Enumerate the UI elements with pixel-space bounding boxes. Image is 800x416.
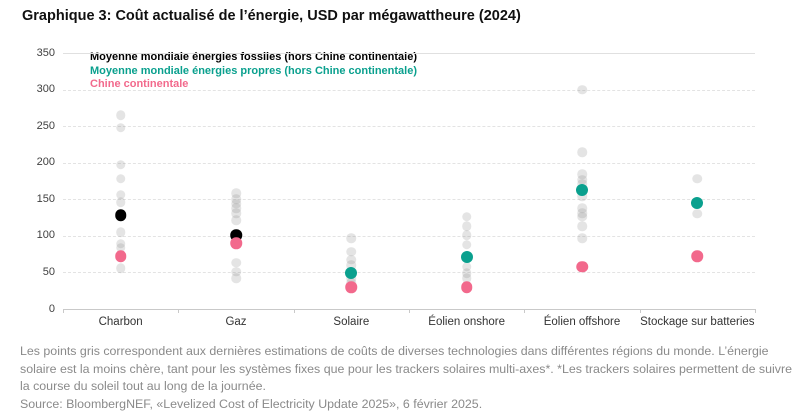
regional-estimate-dot bbox=[115, 190, 126, 200]
regional-estimate-dot bbox=[115, 174, 126, 184]
regional-estimate-dot bbox=[346, 255, 357, 265]
x-axis-tick bbox=[409, 309, 410, 313]
regional-estimate-dot bbox=[346, 233, 357, 243]
regional-estimate-dot bbox=[461, 273, 472, 284]
regional-estimate-dot bbox=[115, 122, 126, 133]
clean-average-dot bbox=[460, 251, 473, 264]
china-dot bbox=[230, 237, 242, 249]
china-dot bbox=[460, 281, 473, 293]
regional-estimate-dot bbox=[461, 221, 472, 232]
china-dot bbox=[576, 260, 588, 273]
legend-item-clean: Moyenne mondiale énergies propres (hors … bbox=[90, 64, 418, 77]
regional-estimate-dot bbox=[692, 174, 703, 184]
regional-estimate-dot bbox=[231, 273, 241, 284]
page-title: Graphique 3: Coût actualisé de l’énergie… bbox=[22, 8, 521, 24]
china-dot bbox=[114, 250, 127, 263]
gridline-y-300 bbox=[63, 89, 755, 91]
x-axis-category-label: Charbon bbox=[98, 316, 143, 328]
regional-estimate-dot bbox=[461, 268, 472, 278]
regional-estimate-dot bbox=[231, 258, 241, 268]
regional-estimate-dot bbox=[231, 266, 241, 277]
gridline-y-150 bbox=[63, 199, 755, 201]
china-dot bbox=[691, 250, 704, 263]
x-axis-category-label: Stockage sur batteries bbox=[640, 316, 755, 328]
legend-item-china: Chine continentale bbox=[90, 78, 189, 90]
regional-estimate-dot bbox=[346, 247, 357, 257]
x-axis-category-label: Gaz bbox=[225, 316, 247, 328]
gridline-y-350 bbox=[63, 53, 755, 54]
regional-estimate-dot bbox=[115, 239, 126, 249]
regional-estimate-dot bbox=[231, 188, 241, 199]
legend-item-fossil: Moyenne mondiale énergies fossiles (hors… bbox=[90, 51, 418, 63]
x-axis-tick bbox=[524, 309, 526, 313]
y-axis-tick-label: 250 bbox=[36, 119, 55, 132]
gridline-y-250 bbox=[63, 126, 755, 128]
y-axis-tick-label: 300 bbox=[36, 83, 55, 96]
regional-estimate-dot bbox=[115, 263, 126, 273]
chart-footnote: Les points gris correspondent aux derniè… bbox=[20, 343, 796, 413]
clean-average-dot bbox=[576, 183, 588, 196]
y-axis-tick-label: 350 bbox=[36, 46, 55, 59]
y-axis-tick-label: 200 bbox=[36, 156, 55, 169]
regional-estimate-dot bbox=[346, 260, 357, 270]
gridline-y-50 bbox=[63, 272, 755, 274]
regional-estimate-dot bbox=[115, 242, 126, 253]
x-axis-category-label: Éolien offshore bbox=[543, 316, 621, 328]
footnote-source: Source: BloombergNEF, «Levelized Cost of… bbox=[20, 396, 483, 411]
regional-estimate-dot bbox=[577, 174, 587, 185]
x-axis-tick bbox=[178, 309, 180, 313]
regional-estimate-dot bbox=[115, 197, 126, 207]
regional-estimate-dot bbox=[577, 191, 587, 202]
x-axis-category-label: Solaire bbox=[333, 316, 370, 328]
regional-estimate-dot bbox=[692, 209, 703, 219]
regional-estimate-dot bbox=[577, 208, 587, 218]
regional-estimate-dot bbox=[577, 203, 587, 213]
x-axis-tick bbox=[755, 309, 756, 313]
regional-estimate-dot bbox=[231, 215, 241, 226]
regional-estimate-dot bbox=[461, 212, 472, 222]
y-axis-tick-label: 50 bbox=[42, 265, 55, 278]
y-axis-tick-label: 0 bbox=[48, 302, 55, 315]
regional-estimate-dot bbox=[577, 84, 587, 95]
x-axis-tick bbox=[63, 309, 64, 313]
regional-estimate-dot bbox=[577, 147, 587, 158]
gridline-y-100 bbox=[63, 235, 755, 237]
regional-estimate-dot bbox=[461, 230, 472, 240]
regional-estimate-dot bbox=[115, 227, 126, 237]
x-axis-tick bbox=[639, 309, 641, 313]
gridline-y-200 bbox=[63, 162, 755, 164]
plot-area: Moyenne mondiale énergies fossiles (hors… bbox=[36, 46, 756, 328]
regional-estimate-dot bbox=[231, 203, 241, 213]
y-axis-tick-label: 100 bbox=[36, 229, 55, 242]
regional-estimate-dot bbox=[115, 160, 126, 170]
chart-legend: Moyenne mondiale énergies fossiles (hors… bbox=[90, 51, 417, 92]
x-axis-tick bbox=[293, 309, 295, 313]
regional-estimate-dot bbox=[577, 233, 587, 243]
regional-estimate-dot bbox=[231, 198, 241, 209]
regional-estimate-dot bbox=[577, 169, 587, 180]
regional-estimate-dot bbox=[461, 239, 472, 250]
regional-estimate-dot bbox=[231, 194, 241, 205]
regional-estimate-dot bbox=[461, 261, 472, 272]
regional-estimate-dot bbox=[231, 208, 241, 218]
china-dot bbox=[345, 281, 358, 293]
clean-average-dot bbox=[345, 267, 358, 280]
regional-estimate-dot bbox=[577, 221, 587, 232]
clean-average-dot bbox=[691, 196, 704, 209]
footnote-note: Les points gris correspondent aux derniè… bbox=[20, 344, 792, 393]
x-axis-category-label: Éolien onshore bbox=[428, 316, 506, 328]
fossil-average-dot bbox=[230, 229, 242, 241]
regional-estimate-dot bbox=[115, 110, 126, 120]
y-axis-tick-label: 150 bbox=[36, 192, 55, 205]
regional-estimate-dot bbox=[577, 212, 587, 222]
fossil-average-dot bbox=[114, 209, 127, 222]
